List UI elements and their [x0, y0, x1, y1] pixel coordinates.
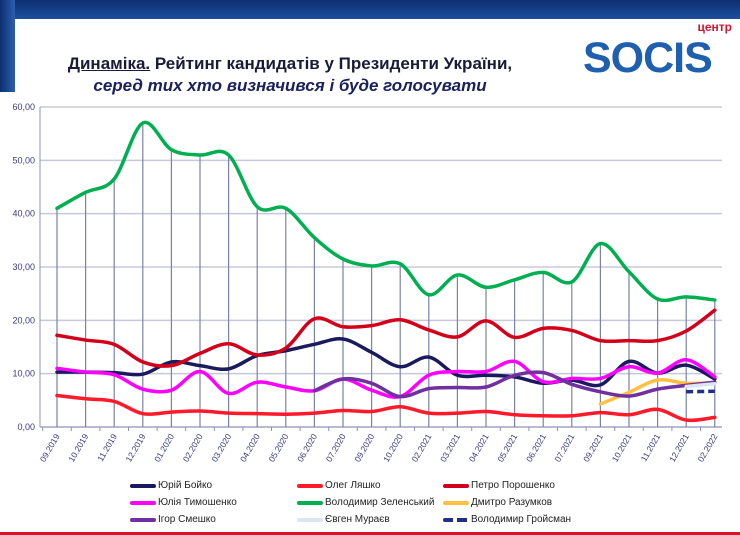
x-tick-label: 07.2020 [324, 432, 348, 464]
legend-swatch [443, 484, 469, 488]
x-tick-label: 11.2019 [95, 432, 119, 463]
x-tick-label: 12.2021 [667, 432, 691, 464]
x-tick-label: 04.2021 [467, 432, 491, 464]
logo-text: SOCIS [583, 34, 713, 82]
series-line-2 [55, 308, 717, 368]
legend-swatch [443, 501, 469, 505]
series-line-1 [55, 393, 717, 423]
legend-item: Олег Ляшко [297, 480, 381, 492]
legend-item: Юрій Бойко [130, 480, 212, 492]
legend-swatch [297, 484, 323, 488]
title-rest: Рейтинг кандидатів у Президенти України, [150, 54, 513, 73]
legend-item: Дмитро Разумков [443, 497, 552, 509]
legend-swatch [130, 518, 156, 522]
legend-label: Володимир Зеленський [325, 497, 435, 508]
x-tick-label: 03.2020 [209, 432, 233, 464]
chart-subtitle: серед тих хто визначився і буде голосува… [93, 76, 487, 95]
x-tick-label: 10.2020 [381, 432, 405, 464]
y-tick-label: 20,00 [12, 315, 35, 325]
x-tick-label: 06.2020 [295, 432, 319, 464]
y-tick-label: 10,00 [12, 369, 35, 379]
x-tick-label: 04.2020 [238, 432, 262, 464]
chart-title: Динаміка. Рейтинг кандидатів у Президент… [30, 54, 550, 74]
legend-item: Володимир Зеленський [297, 497, 434, 509]
legend-swatch [443, 518, 469, 522]
legend-label: Володимир Гройсман [471, 514, 572, 525]
y-tick-label: 30,00 [12, 262, 35, 272]
x-tick-label: 07.2021 [553, 432, 577, 464]
legend-label: Юлія Тимошенко [158, 497, 237, 508]
legend-label: Дмитро Разумков [471, 497, 553, 508]
x-tick-label: 09.2019 [38, 432, 62, 464]
series-line-0 [55, 337, 717, 388]
socis-logo: центр SOCIS [583, 20, 738, 82]
legend-item: Петро Порошенко [443, 480, 555, 492]
x-tick-label: 10.2019 [66, 432, 90, 464]
legend-label: Петро Порошенко [471, 480, 555, 491]
left-banner [0, 0, 15, 92]
x-tick-label: 05.2020 [267, 432, 291, 464]
x-tick-label: 02.2020 [181, 432, 205, 464]
legend-swatch [130, 501, 156, 505]
legend-label: Юрій Бойко [158, 480, 213, 491]
x-tick-label: 01.2020 [152, 432, 176, 464]
bottom-accent-line [0, 532, 740, 535]
x-tick-label: 09.2021 [581, 432, 605, 464]
legend-item: Євген Мураєв [297, 514, 390, 526]
top-banner [0, 0, 740, 19]
x-tick-label: 05.2021 [495, 432, 519, 464]
x-tick-label: 10.2021 [610, 432, 634, 464]
legend-swatch [130, 484, 156, 488]
x-tick-label: 09.2020 [352, 432, 376, 464]
y-tick-label: 40,00 [12, 209, 35, 219]
legend-swatch [297, 518, 323, 522]
y-tick-label: 60,00 [12, 102, 35, 112]
legend-label: Ігор Смешко [158, 514, 216, 525]
series-line-4 [55, 120, 717, 303]
y-tick-label: 0,00 [17, 422, 35, 432]
legend-item: Юлія Тимошенко [130, 497, 237, 509]
legend-label: Олег Ляшко [325, 480, 381, 491]
series-line-6 [312, 370, 717, 399]
y-tick-label: 50,00 [12, 155, 35, 165]
series-line-8 [686, 389, 715, 394]
series-line-3 [55, 358, 717, 399]
legend-label: Євген Мураєв [325, 514, 390, 525]
x-tick-label: 02.2022 [696, 432, 720, 464]
legend-item: Ігор Смешко [130, 514, 216, 526]
x-tick-label: 11.2021 [639, 432, 663, 463]
title-underlined: Динаміка. [67, 54, 151, 73]
x-tick-label: 12.2019 [124, 432, 148, 464]
legend-swatch [297, 501, 323, 505]
x-tick-label: 02.2021 [410, 432, 434, 464]
logo-small-text: центр [697, 20, 732, 34]
x-tick-label: 03.2021 [438, 432, 462, 464]
legend-item: Володимир Гройсман [443, 514, 571, 526]
series-line-7 [684, 382, 717, 389]
x-tick-label: 06.2021 [524, 432, 548, 464]
